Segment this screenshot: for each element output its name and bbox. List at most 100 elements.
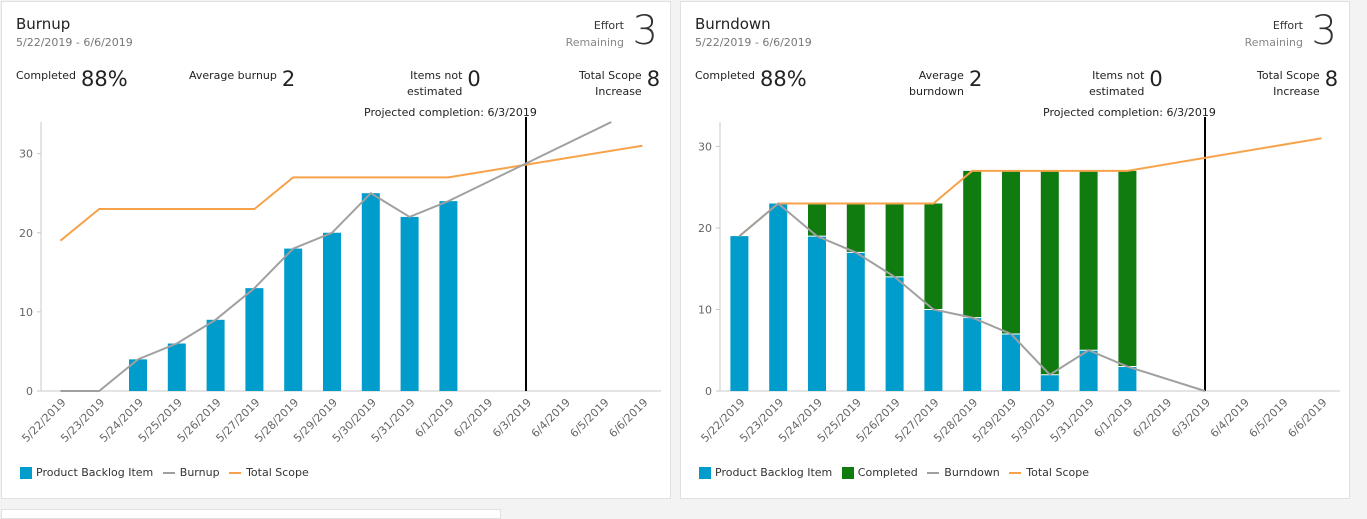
bar-product-backlog-item: [924, 309, 943, 391]
legend-item-burndown[interactable]: Burndown: [927, 466, 1000, 479]
bar-completed: [963, 170, 982, 318]
effort-remaining-value: 3: [632, 8, 658, 54]
y-tick-label: 30: [19, 148, 33, 161]
bar-product-backlog-item: [1040, 374, 1059, 391]
effort-label-line1: Effort: [1272, 19, 1303, 32]
completed-value: 88%: [760, 67, 807, 91]
average-burndown-label-line2: burndown: [909, 85, 964, 98]
total-scope-increase-label: Total Scope Increase: [1257, 68, 1320, 100]
legend-label: Burnup: [179, 465, 220, 479]
bar-product-backlog-item: [245, 288, 264, 391]
average-burnup-stat: Average burnup 2: [189, 67, 296, 91]
x-tick-label: 6/2/2019: [1130, 396, 1174, 440]
projected-completion: Projected completion: 6/3/2019: [1043, 106, 1216, 119]
items-not-estimated-value: 0: [1149, 67, 1163, 91]
x-tick-label: 6/3/2019: [490, 396, 534, 440]
bar-product-backlog-item: [1079, 350, 1098, 391]
total-scope-increase-value: 8: [646, 67, 661, 91]
y-tick-label: 20: [19, 227, 33, 240]
items-not-estimated-label: Items not estimated: [1089, 68, 1144, 100]
x-tick-label: 6/5/2019: [568, 396, 612, 440]
total-scope-increase-label-line2: Increase: [1273, 85, 1320, 98]
legend-item-burnup[interactable]: Burnup: [162, 465, 220, 479]
total-scope-increase-stat: Total Scope Increase 8: [1257, 67, 1339, 100]
legend-label: Burndown: [944, 465, 1000, 479]
items-not-estimated-label-line1: Items not: [1092, 69, 1145, 82]
legend-item-completed[interactable]: Completed: [841, 466, 918, 479]
bar-product-backlog-item: [439, 201, 458, 391]
effort-label-line2: Remaining: [1244, 36, 1303, 49]
total-scope-increase-stat: Total Scope Increase 8: [579, 67, 661, 100]
bar-product-backlog-item: [769, 203, 788, 391]
bar-completed: [1079, 170, 1098, 351]
bar-product-backlog-item: [129, 359, 147, 391]
total-scope-increase-label-line1: Total Scope: [579, 69, 642, 82]
legend-label: Product Backlog Item: [36, 465, 154, 479]
projected-completion: Projected completion: 6/3/2019: [364, 106, 537, 119]
effort-remaining-value: 3: [1311, 8, 1337, 54]
x-tick-label: 6/2/2019: [451, 396, 495, 440]
bar-product-backlog-item: [400, 216, 419, 391]
average-burnup-value: 2: [281, 67, 296, 91]
x-tick-label: 6/1/2019: [412, 396, 456, 440]
bar-completed: [1118, 170, 1137, 367]
x-tick-label: 6/5/2019: [1247, 396, 1291, 440]
total-scope-increase-value: 8: [1324, 67, 1339, 91]
y-tick-label: 30: [698, 140, 712, 153]
average-burndown-stat: Average burndown 2: [909, 67, 983, 100]
x-tick-label: 6/4/2019: [1208, 396, 1252, 440]
x-tick-label: 6/1/2019: [1091, 396, 1135, 440]
completed-label: Completed: [695, 69, 755, 82]
line-total-scope: [59, 144, 643, 242]
burnup-chart: 01020305/22/20195/23/20195/24/20195/25/2…: [19, 117, 661, 445]
items-not-estimated-label: Items not estimated: [407, 68, 462, 100]
total-scope-increase-label: Total Scope Increase: [579, 68, 642, 100]
bar-product-backlog-item: [1002, 333, 1020, 391]
effort-label: Effort Remaining: [1245, 17, 1303, 51]
bar-product-backlog-item: [730, 236, 749, 391]
bar-completed: [1040, 170, 1059, 375]
total-scope-increase-label-line2: Increase: [595, 85, 642, 98]
legend-swatch-blue: [20, 466, 32, 479]
burndown-chart: 01020305/22/20195/23/20195/24/20195/25/2…: [698, 117, 1340, 445]
bar-completed: [1002, 170, 1020, 334]
bar-completed: [808, 203, 826, 237]
y-tick-label: 0: [705, 385, 712, 398]
legend-label: Total Scope: [246, 465, 309, 479]
x-tick-label: 6/4/2019: [529, 396, 573, 440]
completed-label: Completed: [16, 69, 76, 82]
bar-completed: [924, 203, 943, 310]
legend-swatch-gray: [927, 471, 940, 474]
line-total-scope: [738, 137, 1322, 237]
bar-product-backlog-item: [846, 252, 865, 391]
date-range: 5/22/2019 - 6/6/2019: [695, 36, 812, 49]
completed-value: 88%: [81, 67, 128, 91]
legend-item-total-scope[interactable]: Total Scope: [1009, 466, 1089, 479]
y-tick-label: 20: [698, 222, 712, 235]
y-tick-label: 10: [698, 303, 712, 316]
legend-item-total-scope[interactable]: Total Scope: [229, 466, 309, 479]
widget-title: Burnup: [16, 15, 71, 33]
average-burndown-value: 2: [968, 67, 983, 91]
x-tick-label: 6/3/2019: [1169, 396, 1213, 440]
average-burndown-label-line1: Average: [918, 69, 964, 82]
legend-item-product-backlog-item[interactable]: Product Backlog Item: [20, 466, 153, 479]
next-widget-edge: [1, 509, 501, 519]
burnup-widget: Burnup 5/22/2019 - 6/6/2019 Effort Remai…: [1, 1, 671, 499]
items-not-estimated-label-line2: estimated: [407, 85, 463, 98]
widget-title: Burndown: [695, 15, 771, 33]
bar-completed: [885, 203, 904, 277]
items-not-estimated-value: 0: [467, 67, 481, 91]
bar-product-backlog-item: [963, 317, 982, 391]
bar-product-backlog-item: [206, 319, 225, 391]
items-not-estimated-stat: Items not estimated 0: [407, 67, 481, 100]
effort-label-line1: Effort: [593, 19, 624, 32]
completed-stat: Completed 88%: [16, 67, 128, 91]
bar-product-backlog-item: [885, 276, 904, 391]
chart-legend: Product Backlog Item Completed Burndown …: [699, 465, 1095, 479]
legend-swatch-blue: [699, 466, 711, 479]
total-scope-increase-label-line1: Total Scope: [1257, 69, 1320, 82]
chart-legend: Product Backlog Item Burnup Total Scope: [20, 465, 315, 479]
x-tick-label: 6/6/2019: [1285, 396, 1329, 440]
legend-item-product-backlog-item[interactable]: Product Backlog Item: [699, 466, 832, 479]
